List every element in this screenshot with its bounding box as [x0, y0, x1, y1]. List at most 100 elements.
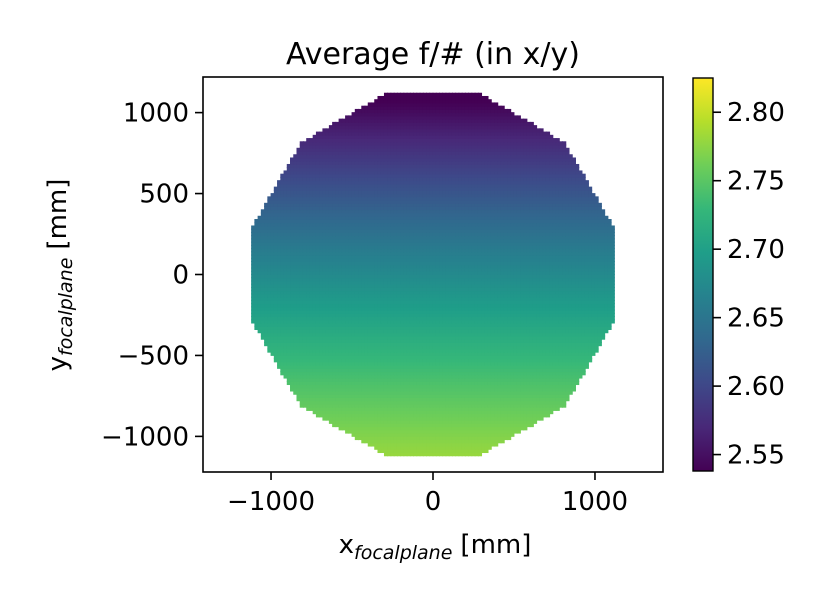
field-point [494, 397, 499, 402]
field-point [416, 342, 421, 347]
field-point [594, 296, 599, 301]
field-point [293, 377, 298, 382]
field-point [429, 413, 434, 418]
field-point [328, 309, 334, 314]
field-point [367, 274, 372, 279]
field-point [474, 432, 479, 437]
field-point [335, 410, 340, 415]
field-point [455, 290, 460, 295]
field-point [474, 358, 479, 363]
field-point [526, 290, 531, 295]
field-point [439, 442, 444, 447]
field-point [419, 309, 424, 314]
field-point [497, 319, 502, 324]
field-point [283, 351, 288, 356]
field-point [526, 309, 531, 314]
field-point [338, 335, 343, 340]
field-point [477, 338, 483, 343]
field-point [299, 351, 304, 356]
field-point [371, 361, 376, 366]
field-point [442, 329, 447, 334]
field-point [494, 374, 499, 379]
field-point [277, 290, 282, 295]
field-point [387, 309, 392, 314]
field-point [542, 293, 547, 298]
field-point [328, 416, 334, 421]
field-point [500, 367, 505, 373]
field-point [539, 290, 544, 295]
field-point [539, 354, 544, 360]
field-point [484, 348, 489, 353]
field-point [351, 413, 356, 418]
field-point [426, 371, 431, 376]
field-point [361, 413, 366, 418]
field-point [406, 452, 411, 457]
field-point [481, 354, 486, 360]
field-point [345, 277, 350, 282]
field-point [315, 367, 321, 373]
field-point [539, 293, 544, 298]
field-point [464, 274, 470, 279]
field-point [575, 309, 580, 314]
field-point [451, 439, 457, 444]
field-point [341, 348, 346, 353]
field-point [396, 283, 402, 288]
field-point [332, 322, 337, 327]
field-point [409, 374, 415, 379]
field-point [406, 442, 411, 447]
field-point [374, 371, 379, 376]
field-point [532, 274, 538, 279]
field-point [419, 422, 424, 428]
field-point [312, 299, 317, 305]
field-point [435, 410, 440, 415]
field-point [400, 287, 405, 292]
field-point [458, 439, 463, 444]
field-point [413, 329, 418, 334]
field-point [309, 403, 314, 408]
field-point [539, 316, 544, 321]
field-point [393, 345, 398, 350]
field-point [516, 332, 521, 337]
field-point [532, 312, 538, 318]
field-point [555, 329, 560, 334]
field-point [335, 419, 340, 424]
field-point [539, 335, 544, 340]
field-point [325, 351, 330, 356]
field-point [451, 319, 457, 324]
field-point [380, 374, 385, 379]
field-point [319, 280, 324, 285]
field-point [429, 432, 434, 437]
field-point [439, 387, 444, 392]
field-point [526, 293, 531, 298]
field-point [374, 296, 379, 301]
field-point [584, 319, 589, 324]
field-point [419, 400, 424, 405]
field-point [571, 309, 576, 314]
field-point [435, 413, 440, 418]
field-point [393, 442, 398, 447]
field-point [393, 429, 398, 434]
field-point [422, 413, 427, 418]
field-point [322, 377, 327, 382]
field-point [594, 293, 599, 298]
field-point [468, 426, 473, 431]
field-point [409, 303, 415, 308]
field-point [500, 377, 505, 382]
field-point [474, 348, 479, 353]
field-point [377, 358, 382, 363]
field-point [468, 429, 473, 434]
field-point [435, 296, 440, 301]
field-point [364, 416, 369, 421]
field-point [383, 374, 389, 379]
field-point [497, 367, 502, 373]
field-point [477, 345, 483, 350]
field-point [464, 429, 470, 434]
field-point [354, 322, 359, 327]
field-point [451, 287, 457, 292]
field-point [377, 325, 382, 330]
field-point [435, 390, 440, 395]
field-point [290, 387, 295, 392]
field-point [471, 354, 476, 360]
field-point [523, 322, 528, 327]
field-point [552, 293, 557, 298]
